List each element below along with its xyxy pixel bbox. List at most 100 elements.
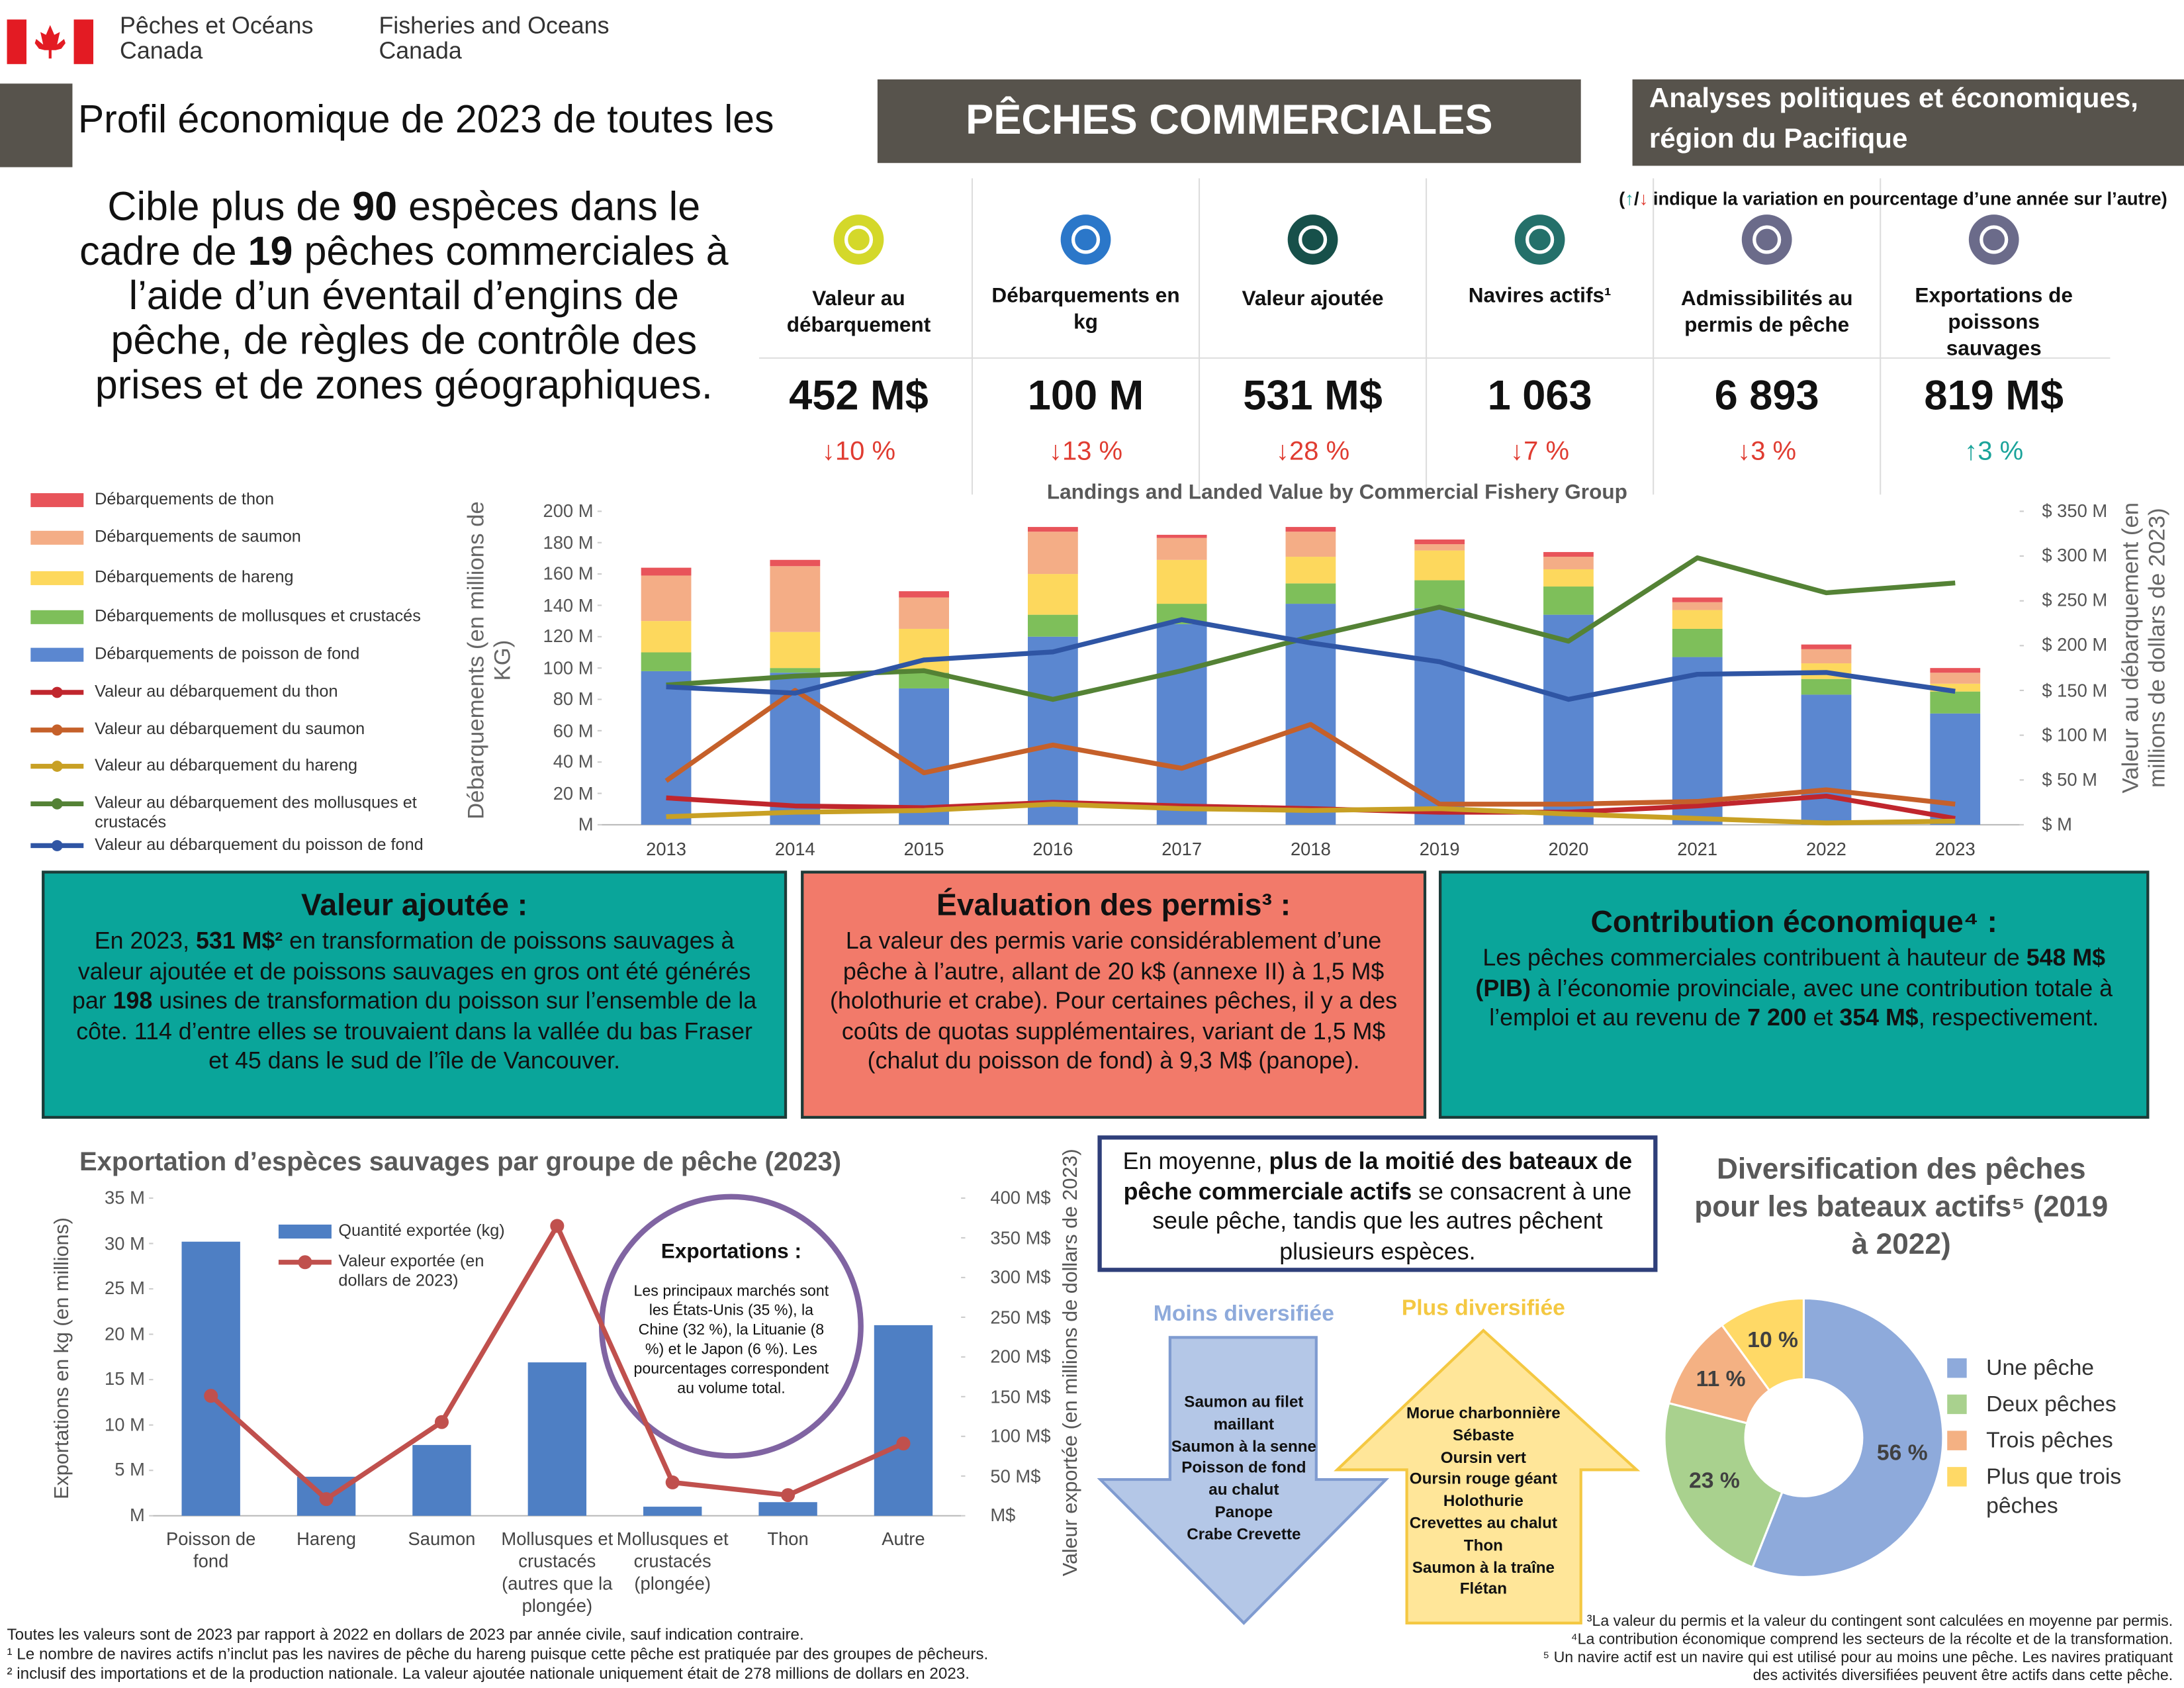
legend-label: Plus que trois pêches [1986,1466,2122,1519]
bar [1930,691,1981,714]
kpi-value: 531 M$ [1243,373,1383,420]
legend-label: Deux pêches [1986,1393,2116,1417]
kpi-value: 819 M$ [1924,373,2064,420]
y2-tick-label: 200 M$ [990,1346,1051,1367]
line-marker [434,1415,449,1429]
legend-label: Valeur exportée (en dollars de 2023) [338,1250,484,1290]
chart-title: Diversification des pêches pour les bate… [1694,1153,2109,1261]
kpi-value: 100 M [1027,373,1144,420]
bar [1156,559,1207,604]
kpi-icon [1514,214,1565,265]
y-tick-label: 160 M [543,563,594,584]
legend-label: Quantité exportée (kg) [338,1220,505,1241]
bar [1285,532,1336,557]
kpi-icon-ring [1071,225,1101,254]
bar [1285,557,1336,584]
legend-label: Débarquements de saumon [95,526,301,546]
y-tick-label: 180 M [543,531,594,553]
logo-text: Canada [379,37,462,64]
slice-label: 23 % [1689,1469,1740,1493]
bar [1414,544,1465,551]
box-text: Les pêches commerciales contribuent à ha… [1461,943,2127,1033]
bar [1027,574,1078,615]
y2-tick-label: $ 50 M [2042,769,2097,790]
legend-label: Débarquements de poisson de fond [95,643,360,663]
text-run: Les pêches commerciales contribuent à ha… [1482,944,2026,971]
x-tick-label: 2014 [774,838,815,860]
legend-marker [298,1255,312,1270]
bar [1801,679,1852,695]
x-tick-label: Mollusques et crustacés (autres que la p… [501,1528,614,1617]
legend-label: Une pêche [1986,1356,2095,1381]
box-title: Contribution économique⁴ : [1590,904,1997,939]
legend-swatch [1947,1358,1967,1378]
legend-marker [51,840,63,851]
y2-tick-label: $ 100 M [2042,724,2108,745]
text-run: indique la variation en pourcentage d’un… [1648,188,2167,209]
logo-text: Pêches et Océans [119,12,314,39]
y-tick-label: 10 M [105,1413,145,1435]
banner: PÊCHES COMMERCIALES [966,97,1493,144]
x-tick-label: Mollusques et crustacés (plongée) [616,1528,729,1594]
legend-label: Valeur au débarquement du hareng [95,755,358,775]
x-tick-label: Saumon [408,1528,476,1550]
donut-slice [1663,1401,1784,1569]
text-run: pêches commerciales à l’aide d’un éventa… [95,230,729,408]
footnote: ² inclusif des importations et de la pro… [7,1666,970,1683]
x-tick-label: 2017 [1161,838,1203,860]
bar [1414,608,1465,825]
text-run: ( [1619,188,1625,209]
kpi-value: 6 893 [1714,373,1819,420]
text-run: La valeur des permis varie considérablem… [830,927,1398,1074]
donut-slice [1720,1297,1805,1392]
footnote: Toutes les valeurs sont de 2023 par rapp… [7,1627,804,1644]
kpi-note: (↑/↓ indique la variation en pourcentage… [1619,188,2167,209]
chart-title: Landings and Landed Value by Commercial … [1046,481,1627,504]
kpi-icon-ring [1979,225,2009,254]
y2-tick-label: $ 300 M [2042,545,2108,566]
y2-tick-label: 400 M$ [990,1187,1051,1208]
kpi-label: Valeur au débarquement [786,287,931,338]
arrow-item: Saumon à la senne [1171,1438,1317,1456]
line-marker [204,1389,218,1403]
donut-slice [1667,1323,1771,1425]
bar [1027,532,1078,575]
slice-label: 11 % [1696,1367,1746,1391]
maple-leaf [34,24,66,59]
kpi-icon [1741,214,1792,265]
text-run: , respectivement. [1918,1004,2099,1031]
kpi-change: ↑3 % [1964,437,2024,467]
bar [1285,583,1336,604]
info-box: Évaluation des permis³ : La valeur des pe… [801,870,1427,1119]
bold-text: 90 [352,185,398,230]
y-tick-label: M [130,1504,145,1526]
bar [1414,580,1465,609]
callout-text: Les principaux marchés sont les États-Un… [633,1283,829,1397]
bar [1027,636,1078,825]
bar [1672,610,1723,629]
bold-text: 531 M$² [195,927,283,955]
chart-title: Exportation d’espèces sauvages par group… [79,1148,842,1178]
text-run: ↓ [1639,188,1649,209]
bar [527,1362,587,1516]
kpi-label: Débarquements en kg [991,284,1180,335]
y2-tick-label: $ 150 M [2042,679,2108,700]
arrow-item: Crabe Crevette [1187,1526,1301,1544]
bar [1672,657,1723,825]
kpi-label: Valeur ajoutée [1242,287,1384,311]
bar [770,559,821,567]
info-box: Valeur ajoutée : En 2023, 531 M$² en tran… [42,870,788,1119]
bar [641,671,692,825]
kpi-icon [1287,214,1338,265]
y-tick-label: 15 M [105,1368,145,1389]
kpi-change: ↓13 % [1048,437,1123,467]
line-marker [665,1475,680,1489]
kpi-label: Navires actifs¹ [1468,284,1612,308]
footnote: ³La valeur du permis et la valeur du con… [1586,1613,2173,1630]
text-run: et [1806,1004,1840,1031]
flag [7,19,94,64]
unit-bg [1632,79,2184,166]
banner-bg [877,79,1581,164]
